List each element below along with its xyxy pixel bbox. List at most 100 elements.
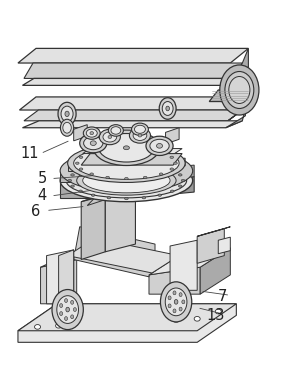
Ellipse shape [60,312,63,315]
Ellipse shape [171,190,174,192]
Ellipse shape [71,315,74,319]
Ellipse shape [107,162,111,165]
Text: 5: 5 [37,171,47,186]
Polygon shape [74,227,155,277]
Ellipse shape [123,146,130,150]
Polygon shape [68,238,179,273]
Ellipse shape [64,317,67,320]
Ellipse shape [99,133,154,162]
Ellipse shape [158,165,161,167]
Ellipse shape [215,309,221,314]
Polygon shape [81,186,136,202]
Polygon shape [149,248,230,275]
Text: 7: 7 [218,289,227,303]
Text: 4: 4 [37,189,47,203]
Ellipse shape [194,317,200,321]
Ellipse shape [64,299,67,303]
Ellipse shape [107,197,111,199]
Polygon shape [24,63,242,78]
Ellipse shape [79,169,82,171]
Ellipse shape [65,111,69,116]
Ellipse shape [132,123,148,135]
Ellipse shape [79,168,83,170]
Polygon shape [81,154,182,165]
Ellipse shape [174,300,178,304]
Ellipse shape [60,304,63,307]
Polygon shape [226,108,245,128]
Ellipse shape [91,165,95,167]
Ellipse shape [178,185,182,187]
Polygon shape [40,244,110,267]
Ellipse shape [60,150,193,192]
Polygon shape [40,260,77,304]
Ellipse shape [178,174,182,176]
Polygon shape [197,229,224,263]
Polygon shape [24,110,242,121]
Ellipse shape [125,147,128,149]
Polygon shape [59,250,74,304]
Polygon shape [18,48,248,63]
Ellipse shape [171,169,174,171]
Polygon shape [233,48,248,78]
Polygon shape [231,67,248,85]
Ellipse shape [168,296,171,300]
Ellipse shape [142,162,146,165]
Ellipse shape [91,194,95,196]
Ellipse shape [56,324,62,328]
Ellipse shape [143,176,147,178]
Ellipse shape [103,132,117,142]
Ellipse shape [159,173,163,175]
Ellipse shape [106,148,109,150]
Ellipse shape [71,174,74,176]
Ellipse shape [220,65,259,115]
Polygon shape [83,149,182,154]
Ellipse shape [146,136,173,156]
Ellipse shape [174,162,177,165]
Polygon shape [22,78,242,85]
Ellipse shape [90,141,96,146]
Polygon shape [166,128,179,144]
Ellipse shape [179,307,182,311]
Polygon shape [47,250,74,304]
Polygon shape [87,186,120,206]
Ellipse shape [60,119,74,136]
Ellipse shape [225,71,254,109]
Polygon shape [228,97,245,121]
Text: 6: 6 [31,204,41,219]
Ellipse shape [134,125,145,133]
Ellipse shape [130,128,150,143]
Polygon shape [131,165,194,182]
Ellipse shape [74,147,179,179]
Ellipse shape [150,139,169,152]
Polygon shape [22,121,242,128]
Polygon shape [170,240,197,290]
Ellipse shape [170,156,174,158]
Polygon shape [18,304,236,342]
Text: 13: 13 [206,308,224,323]
Ellipse shape [58,102,76,125]
Ellipse shape [73,308,76,312]
Ellipse shape [106,176,109,178]
Ellipse shape [35,325,40,329]
Ellipse shape [173,309,176,313]
Ellipse shape [159,98,176,119]
Polygon shape [209,90,254,102]
Ellipse shape [181,179,185,182]
Polygon shape [131,177,194,198]
Polygon shape [18,304,236,331]
Ellipse shape [71,300,74,304]
Ellipse shape [60,159,193,202]
Polygon shape [218,237,230,254]
Ellipse shape [80,133,107,153]
Ellipse shape [125,197,128,200]
Ellipse shape [61,106,73,121]
Polygon shape [68,163,126,171]
Ellipse shape [83,127,100,139]
Ellipse shape [133,130,147,140]
Ellipse shape [83,168,170,193]
Ellipse shape [229,76,250,104]
Ellipse shape [111,127,121,134]
Ellipse shape [170,168,174,170]
Ellipse shape [86,129,97,137]
Ellipse shape [157,144,163,148]
